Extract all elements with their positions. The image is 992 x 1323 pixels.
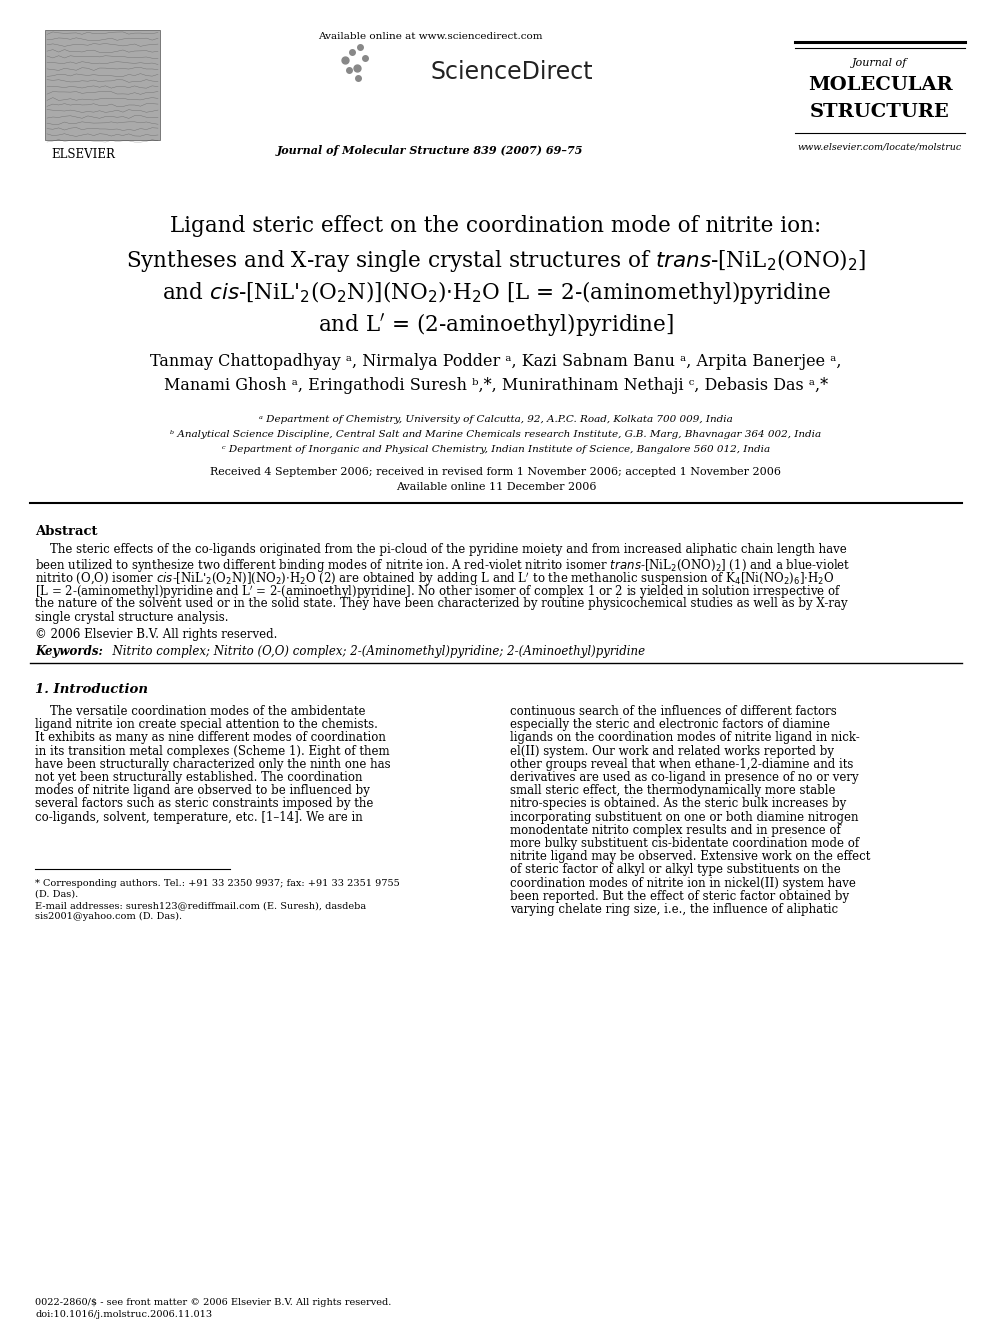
Text: coordination modes of nitrite ion in nickel(II) system have: coordination modes of nitrite ion in nic… [510,877,856,889]
Text: especially the steric and electronic factors of diamine: especially the steric and electronic fac… [510,718,830,732]
Text: www.elsevier.com/locate/molstruc: www.elsevier.com/locate/molstruc [798,142,962,151]
Text: Manami Ghosh ᵃ, Eringathodi Suresh ᵇ,*, Munirathinam Nethaji ᶜ, Debasis Das ᵃ,*: Manami Ghosh ᵃ, Eringathodi Suresh ᵇ,*, … [164,377,828,394]
Text: 1. Introduction: 1. Introduction [35,683,148,696]
Text: other groups reveal that when ethane-1,2-diamine and its: other groups reveal that when ethane-1,2… [510,758,853,771]
Text: ligands on the coordination modes of nitrite ligand in nick-: ligands on the coordination modes of nit… [510,732,860,745]
Text: been utilized to synthesize two different binding modes of nitrite ion. A red-vi: been utilized to synthesize two differen… [35,557,850,573]
Text: It exhibits as many as nine different modes of coordination: It exhibits as many as nine different mo… [35,732,386,745]
Text: of steric factor of alkyl or alkyl type substituents on the: of steric factor of alkyl or alkyl type … [510,864,841,876]
Text: el(II) system. Our work and related works reported by: el(II) system. Our work and related work… [510,745,834,758]
Text: doi:10.1016/j.molstruc.2006.11.013: doi:10.1016/j.molstruc.2006.11.013 [35,1310,212,1319]
Text: have been structurally characterized only the ninth one has: have been structurally characterized onl… [35,758,391,771]
Text: and L$'$ = (2-aminoethyl)pyridine]: and L$'$ = (2-aminoethyl)pyridine] [318,311,674,337]
Text: STRUCTURE: STRUCTURE [810,103,950,120]
Text: Keywords:: Keywords: [35,646,103,658]
Text: ᵃ Department of Chemistry, University of Calcutta, 92, A.P.C. Road, Kolkata 700 : ᵃ Department of Chemistry, University of… [259,415,733,423]
Text: been reported. But the effect of steric factor obtained by: been reported. But the effect of steric … [510,890,849,902]
Text: Ligand steric effect on the coordination mode of nitrite ion:: Ligand steric effect on the coordination… [171,216,821,237]
Text: sis2001@yahoo.com (D. Das).: sis2001@yahoo.com (D. Das). [35,912,183,921]
Text: Journal of: Journal of [852,58,908,67]
Text: [L = 2-(aminomethyl)pyridine and L$'$ = 2-(aminoethyl)pyridine]. No other isomer: [L = 2-(aminomethyl)pyridine and L$'$ = … [35,583,841,601]
Text: Received 4 September 2006; received in revised form 1 November 2006; accepted 1 : Received 4 September 2006; received in r… [210,467,782,478]
Text: incorporating substituent on one or both diamine nitrogen: incorporating substituent on one or both… [510,811,858,824]
Text: monodentate nitrito complex results and in presence of: monodentate nitrito complex results and … [510,824,841,837]
Text: varying chelate ring size, i.e., the influence of aliphatic: varying chelate ring size, i.e., the inf… [510,904,838,916]
Text: E-mail addresses: suresh123@rediffmail.com (E. Suresh), dasdeba: E-mail addresses: suresh123@rediffmail.c… [35,901,366,910]
Text: ligand nitrite ion create special attention to the chemists.: ligand nitrite ion create special attent… [35,718,378,732]
Text: more bulky substituent cis-bidentate coordination mode of: more bulky substituent cis-bidentate coo… [510,837,859,849]
Text: in its transition metal complexes (Scheme 1). Eight of them: in its transition metal complexes (Schem… [35,745,390,758]
Text: modes of nitrite ligand are observed to be influenced by: modes of nitrite ligand are observed to … [35,785,370,798]
Text: ᶜ Department of Inorganic and Physical Chemistry, Indian Institute of Science, B: ᶜ Department of Inorganic and Physical C… [222,445,770,454]
Text: 0022-2860/$ - see front matter © 2006 Elsevier B.V. All rights reserved.: 0022-2860/$ - see front matter © 2006 El… [35,1298,392,1307]
Text: * Corresponding authors. Tel.: +91 33 2350 9937; fax: +91 33 2351 9755: * Corresponding authors. Tel.: +91 33 23… [35,878,400,888]
Text: Syntheses and X-ray single crystal structures of $\mathit{trans}$-[NiL$_2$(ONO)$: Syntheses and X-ray single crystal struc… [126,247,866,274]
Text: nitrite ligand may be observed. Extensive work on the effect: nitrite ligand may be observed. Extensiv… [510,851,870,863]
Text: ScienceDirect: ScienceDirect [430,60,592,83]
Text: MOLECULAR: MOLECULAR [807,75,952,94]
Text: ELSEVIER: ELSEVIER [51,148,115,161]
Text: the nature of the solvent used or in the solid state. They have been characteriz: the nature of the solvent used or in the… [35,597,847,610]
Text: nitro-species is obtained. As the steric bulk increases by: nitro-species is obtained. As the steric… [510,798,846,811]
Text: derivatives are used as co-ligand in presence of no or very: derivatives are used as co-ligand in pre… [510,771,859,785]
Text: several factors such as steric constraints imposed by the: several factors such as steric constrain… [35,798,373,811]
Text: single crystal structure analysis.: single crystal structure analysis. [35,610,228,623]
Text: not yet been structurally established. The coordination: not yet been structurally established. T… [35,771,362,785]
Text: Abstract: Abstract [35,525,97,538]
Text: and $\mathit{cis}$-[NiL$'_2$(O$_2$N)](NO$_2$)$\cdot$H$_2$O [L = 2-(aminomethyl)p: and $\mathit{cis}$-[NiL$'_2$(O$_2$N)](NO… [162,279,830,306]
Text: Available online 11 December 2006: Available online 11 December 2006 [396,482,596,492]
Text: (D. Das).: (D. Das). [35,890,78,898]
Text: ᵇ Analytical Science Discipline, Central Salt and Marine Chemicals research Inst: ᵇ Analytical Science Discipline, Central… [171,430,821,439]
Text: co-ligands, solvent, temperature, etc. [1–14]. We are in: co-ligands, solvent, temperature, etc. [… [35,811,363,824]
Text: Nitrito complex; Nitrito (O,O) complex; 2-(Aminomethyl)pyridine; 2-(Aminoethyl)p: Nitrito complex; Nitrito (O,O) complex; … [105,646,645,658]
Text: The steric effects of the co-ligands originated from the pi-cloud of the pyridin: The steric effects of the co-ligands ori… [35,542,847,556]
FancyBboxPatch shape [45,30,160,140]
Text: © 2006 Elsevier B.V. All rights reserved.: © 2006 Elsevier B.V. All rights reserved… [35,628,278,642]
Text: small steric effect, the thermodynamically more stable: small steric effect, the thermodynamical… [510,785,835,798]
Text: continuous search of the influences of different factors: continuous search of the influences of d… [510,705,836,718]
Text: Journal of Molecular Structure 839 (2007) 69–75: Journal of Molecular Structure 839 (2007… [277,146,583,156]
Text: nitrito (O,O) isomer $\mathit{cis}$-[NiL$'_2$(O$_2$N)](NO$_2$)$\cdot$H$_2$O (2) : nitrito (O,O) isomer $\mathit{cis}$-[NiL… [35,570,834,587]
Text: Tanmay Chattopadhyay ᵃ, Nirmalya Podder ᵃ, Kazi Sabnam Banu ᵃ, Arpita Banerjee ᵃ: Tanmay Chattopadhyay ᵃ, Nirmalya Podder … [150,353,842,370]
Text: The versatile coordination modes of the ambidentate: The versatile coordination modes of the … [35,705,365,718]
Text: Available online at www.sciencedirect.com: Available online at www.sciencedirect.co… [317,32,543,41]
